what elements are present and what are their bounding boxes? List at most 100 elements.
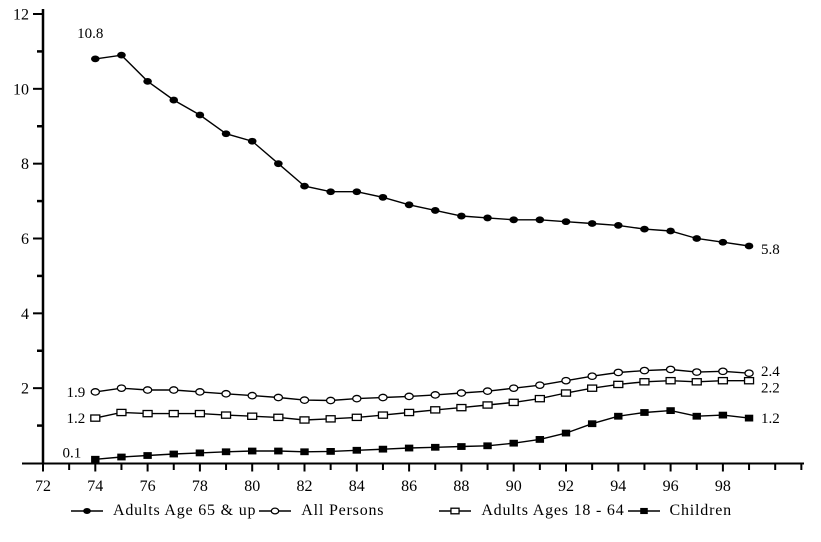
y-tick-label: 10 xyxy=(13,81,29,98)
y-tick-label: 2 xyxy=(21,381,29,398)
filled-circle-marker xyxy=(509,216,518,224)
legend-item-adults-age-65-up: Adults Age 65 & up xyxy=(71,502,256,520)
filled-circle-marker xyxy=(430,207,440,214)
open-square-marker xyxy=(560,389,572,397)
open-circle-marker xyxy=(142,386,153,394)
x-tick-label: 72 xyxy=(35,478,51,495)
filled-circle-marker xyxy=(535,216,545,224)
open-circle-marker xyxy=(404,392,414,401)
y-tick-label: 4 xyxy=(21,306,29,323)
y-tick-label: 8 xyxy=(21,156,29,173)
series-line xyxy=(95,379,749,421)
open-square-marker xyxy=(717,376,729,385)
open-square-marker xyxy=(194,409,206,418)
point-value-label: 1.9 xyxy=(67,385,86,401)
open-circle-marker xyxy=(195,388,205,396)
open-circle-marker xyxy=(430,391,440,399)
series-adults-ages-18-64 xyxy=(90,376,755,424)
open-circle-marker xyxy=(456,389,467,397)
filled-circle-marker xyxy=(561,218,571,226)
open-square-marker xyxy=(587,384,598,392)
filled-square-marker xyxy=(143,452,152,459)
filled-square-marker xyxy=(352,446,361,454)
x-tick-label: 78 xyxy=(192,478,208,495)
filled-square-marker xyxy=(404,444,414,452)
open-circle-marker xyxy=(692,368,702,376)
filled-circle-marker xyxy=(378,193,388,201)
point-value-label: 2.4 xyxy=(761,364,780,380)
filled-square-marker xyxy=(718,411,728,419)
series-children xyxy=(91,407,754,463)
open-circle-marker xyxy=(508,384,519,393)
open-square-marker xyxy=(482,401,493,409)
filled-circle-marker xyxy=(352,188,362,196)
filled-square-marker xyxy=(692,412,701,420)
open-circle-marker xyxy=(325,396,336,405)
open-circle-marker xyxy=(482,387,493,396)
y-tick-label: 12 xyxy=(13,6,29,23)
open-square-marker xyxy=(639,378,650,386)
filled-square-marker xyxy=(457,443,466,450)
open-circle-marker xyxy=(247,391,257,400)
open-square-marker xyxy=(691,378,702,386)
filled-square-marker xyxy=(561,429,571,437)
filled-square-marker xyxy=(640,409,649,416)
filled-square-marker xyxy=(248,447,257,455)
x-tick-label: 88 xyxy=(453,478,469,495)
filled-circle-marker xyxy=(247,137,257,145)
x-tick-label: 82 xyxy=(297,478,313,495)
open-circle-marker xyxy=(587,372,597,381)
point-value-label: 1.2 xyxy=(761,411,780,427)
filled-circle-marker xyxy=(692,235,702,242)
annotations: 10.8 1.9 1.2 0.1 5.8 2.42.2 1.2 xyxy=(63,26,781,461)
line-chart-canvas: 72 74 76 78 80 82 84 86 88 90 92 94 96 98 2 4 6 8 10 12 10.8… xyxy=(13,6,804,495)
filled-square-marker xyxy=(431,443,440,451)
legend-item-children: Children xyxy=(627,502,732,520)
open-square-marker xyxy=(508,398,519,407)
filled-circle-marker xyxy=(300,182,309,190)
filled-square-marker xyxy=(483,442,492,450)
series-adults-age-65-up xyxy=(91,51,754,250)
y-tick-label: 6 xyxy=(21,231,29,248)
x-tick-label: 90 xyxy=(506,478,522,495)
x-tick-label: 98 xyxy=(715,478,731,495)
filled-square-marker xyxy=(326,448,335,455)
point-value-label: 2.2 xyxy=(761,381,780,397)
filled-circle-marker xyxy=(83,507,91,515)
filled-circle-marker xyxy=(195,111,205,119)
filled-circle-icon xyxy=(71,507,103,515)
filled-circle-marker xyxy=(666,227,675,235)
open-circle-marker xyxy=(270,507,280,515)
open-circle-marker xyxy=(378,393,388,402)
chart-legend: Adults Age 65 & up All Persons Adults Ages… xyxy=(71,502,732,520)
open-square-marker xyxy=(534,394,545,403)
filled-square-marker xyxy=(535,436,545,443)
x-tick-label: 84 xyxy=(349,478,365,495)
open-circle-marker xyxy=(168,386,179,394)
open-circle-marker xyxy=(299,396,310,404)
open-circle-marker xyxy=(665,365,676,374)
open-circle-marker xyxy=(639,366,650,375)
filled-circle-marker xyxy=(483,214,492,222)
filled-circle-marker xyxy=(587,220,597,227)
open-square-marker xyxy=(116,408,127,417)
open-square-marker xyxy=(325,415,336,423)
filled-square-marker xyxy=(221,448,231,456)
filled-circle-marker xyxy=(718,238,728,246)
open-square-marker xyxy=(247,412,258,420)
open-circle-marker xyxy=(718,367,728,376)
open-circle-icon xyxy=(259,507,292,515)
filled-circle-marker xyxy=(274,160,283,168)
series-line xyxy=(95,368,750,402)
open-square-marker xyxy=(450,507,461,515)
filled-square-marker xyxy=(169,450,178,458)
legend-item-all-persons: All Persons xyxy=(259,502,384,520)
filled-square-marker xyxy=(587,420,597,428)
filled-circle-marker xyxy=(91,55,100,63)
point-value-label: 5.8 xyxy=(761,242,780,258)
legend-label: Adults Ages 18 - 64 xyxy=(481,502,625,519)
filled-square-marker xyxy=(378,445,388,453)
open-square-marker xyxy=(613,380,624,389)
open-square-marker xyxy=(430,406,441,414)
